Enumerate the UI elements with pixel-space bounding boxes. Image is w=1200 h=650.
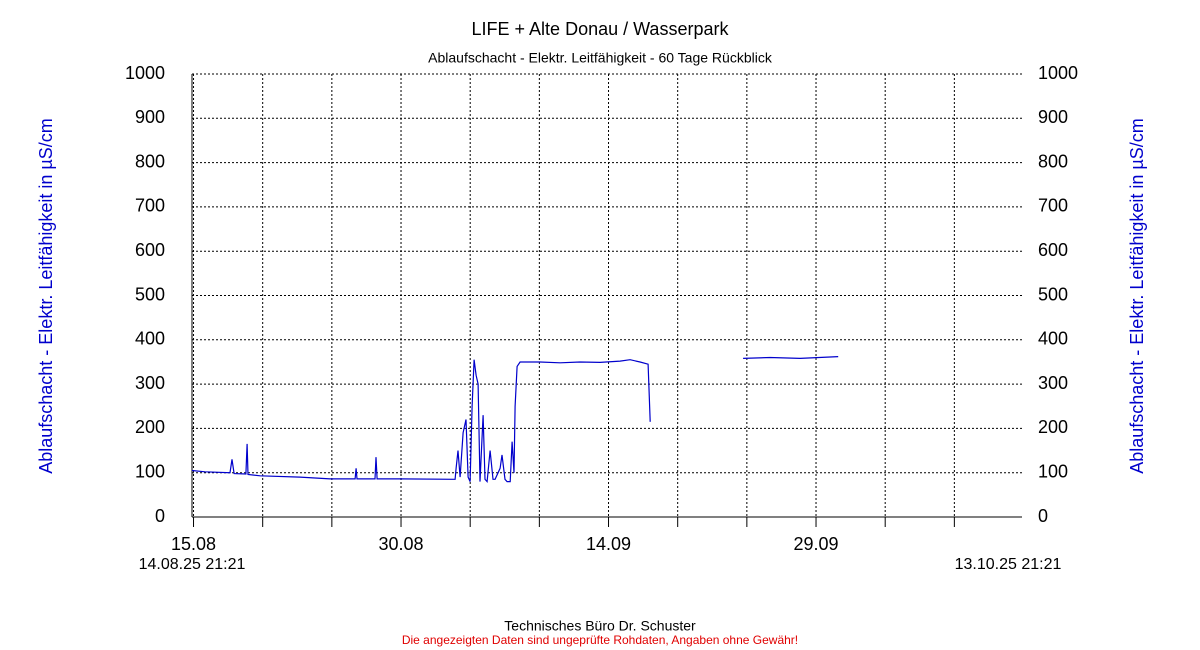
y2-tick-label: 800 <box>1038 151 1068 171</box>
y-tick-label: 300 <box>135 373 165 393</box>
chart-subtitle: Ablaufschacht - Elektr. Leitfähigkeit - … <box>428 50 773 66</box>
y-tick-label: 700 <box>135 196 165 216</box>
x-tick-label: 29.09 <box>793 534 838 554</box>
x-tick-label: 14.09 <box>586 534 631 554</box>
x-end-label: 13.10.25 21:21 <box>955 556 1062 573</box>
y-tick-label: 200 <box>135 417 165 437</box>
y2-axis-label: Ablaufschacht - Elektr. Leitfähigkeit in… <box>1127 118 1147 474</box>
y-axis-label: Ablaufschacht - Elektr. Leitfähigkeit in… <box>36 118 56 474</box>
y2-tick-label: 300 <box>1038 373 1068 393</box>
y-tick-label: 100 <box>135 461 165 481</box>
y2-tick-label: 1000 <box>1038 63 1078 83</box>
data-line <box>191 356 839 484</box>
x-tick-label: 30.08 <box>378 534 423 554</box>
y2-tick-label: 700 <box>1038 196 1068 216</box>
y-tick-label: 0 <box>155 506 165 526</box>
chart-title: LIFE + Alte Donau / Wasserpark <box>472 19 730 39</box>
disclaimer: Die angezeigten Daten sind ungeprüfte Ro… <box>402 633 798 647</box>
y-tick-label: 800 <box>135 151 165 171</box>
y2-tick-label: 100 <box>1038 461 1068 481</box>
y-tick-label: 600 <box>135 240 165 260</box>
y2-tick-label: 600 <box>1038 240 1068 260</box>
x-tick-label: 15.08 <box>171 534 216 554</box>
y-tick-label: 500 <box>135 284 165 304</box>
y2-tick-label: 200 <box>1038 417 1068 437</box>
y2-tick-label: 900 <box>1038 107 1068 127</box>
y2-tick-label: 0 <box>1038 506 1048 526</box>
footer: Technisches Büro Dr. Schuster <box>504 618 696 634</box>
y-tick-label: 900 <box>135 107 165 127</box>
y2-tick-label: 500 <box>1038 284 1068 304</box>
x-start-label: 14.08.25 21:21 <box>139 556 246 573</box>
y-tick-label: 400 <box>135 329 165 349</box>
y2-tick-label: 400 <box>1038 329 1068 349</box>
y-tick-label: 1000 <box>125 63 165 83</box>
